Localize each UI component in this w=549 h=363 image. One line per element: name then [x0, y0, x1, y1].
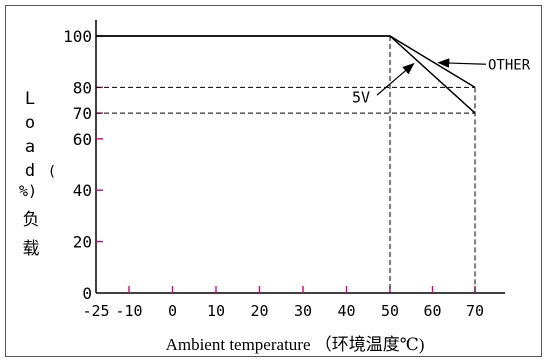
- x-tick-label: 30: [294, 302, 312, 320]
- y-tick-label: 80: [73, 78, 92, 97]
- reference-lines: [96, 36, 475, 293]
- annotation-label-other: OTHER: [488, 57, 531, 73]
- series-line-5v: [96, 36, 475, 113]
- x-tick-label: -25: [82, 302, 109, 320]
- x-tick-label: 20: [250, 302, 268, 320]
- y-tick-label: 20: [73, 233, 92, 252]
- axes: [96, 20, 505, 293]
- y-tick-label: 40: [73, 181, 92, 200]
- y-label-char: d: [25, 161, 35, 181]
- annotation-arrow-5v: [377, 64, 414, 95]
- series-lines: [96, 36, 475, 113]
- y-label-char: a: [25, 137, 35, 157]
- y-label-char: o: [25, 113, 35, 133]
- x-axis-label: Ambient temperature （环境温度℃): [166, 335, 425, 354]
- y-tick-label: 60: [73, 130, 92, 149]
- y-tick-label: 0: [82, 284, 92, 303]
- x-tick-label: 10: [207, 302, 225, 320]
- y-label-char: %): [19, 182, 37, 200]
- y-label-char: (: [48, 164, 56, 180]
- y-tick-label: 100: [63, 27, 92, 46]
- x-tick-label: 50: [381, 302, 399, 320]
- y-tick-label: 70: [73, 104, 92, 123]
- annotation-arrow-other: [439, 63, 487, 65]
- x-tick-label: 0: [168, 302, 177, 320]
- x-tick-label: 40: [337, 302, 355, 320]
- annotation-label-5v: 5V: [352, 88, 370, 106]
- x-tick-label: -10: [115, 302, 142, 320]
- x-tick-label: 60: [423, 302, 441, 320]
- y-label-char: 载: [23, 239, 40, 259]
- y-label-char: L: [25, 89, 35, 109]
- y-label-char: 负: [23, 210, 40, 230]
- x-tick-label: 70: [466, 302, 484, 320]
- ticks: -25 -10 0 10 20 30 40 50 60 70 0 20 40 60 70 80 100: [63, 27, 484, 320]
